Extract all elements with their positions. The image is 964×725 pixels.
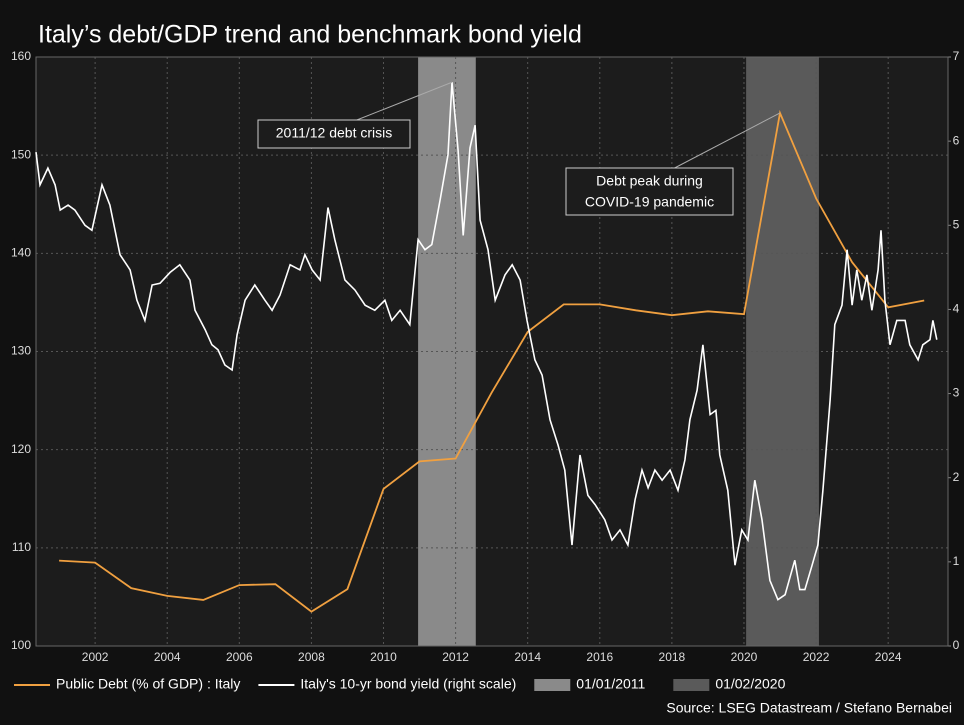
y-tick-label: 110	[12, 540, 31, 554]
legend-label: 01/01/2011	[576, 676, 645, 692]
x-tick-label: 2012	[442, 650, 469, 664]
annotation-text: 2011/12 debt crisis	[276, 125, 392, 141]
annotation-text: Debt peak during	[596, 173, 703, 189]
x-tick-label: 2002	[82, 650, 109, 664]
y-tick-label: 130	[11, 344, 31, 358]
y2-tick-label: 6	[953, 133, 960, 147]
y2-tick-label: 5	[953, 217, 960, 231]
x-tick-label: 2024	[875, 650, 902, 664]
legend-label: 01/02/2020	[715, 676, 785, 692]
legend-swatch	[673, 679, 710, 691]
x-tick-label: 2010	[370, 650, 397, 664]
x-tick-label: 2018	[659, 650, 686, 664]
chart-title: Italy’s debt/GDP trend and benchmark bon…	[38, 21, 582, 49]
annotation-text: COVID-19 pandemic	[585, 194, 714, 210]
x-tick-label: 2014	[514, 650, 541, 664]
y-tick-label: 140	[11, 246, 31, 260]
series-line	[35, 82, 938, 601]
annotation-box	[565, 167, 734, 216]
legend-swatch	[534, 679, 571, 691]
y-tick-label: 150	[11, 147, 31, 161]
y2-tick-label: 7	[953, 49, 960, 63]
plot-frame	[35, 56, 949, 647]
x-tick-label: 2016	[586, 650, 613, 664]
y2-tick-label: 0	[953, 638, 960, 652]
x-tick-label: 2022	[803, 650, 830, 664]
annotation-pointer	[356, 81, 453, 121]
y-tick-label: 160	[11, 49, 31, 63]
x-tick-label: 2008	[298, 650, 325, 664]
x-tick-label: 2006	[226, 650, 253, 664]
y2-tick-label: 3	[953, 386, 960, 400]
source: Source: LSEG Datastream / Stefano Bernab…	[666, 700, 952, 716]
annotation-pointer	[674, 112, 781, 169]
legend-label: Public Debt (% of GDP) : Italy	[56, 676, 240, 692]
x-tick-label: 2020	[731, 650, 758, 664]
y2-tick-label: 4	[953, 302, 960, 316]
x-tick-label: 2004	[154, 650, 181, 664]
annotation-box	[257, 119, 411, 149]
y-tick-label: 100	[11, 638, 31, 652]
y2-tick-label: 1	[953, 554, 960, 568]
y2-tick-label: 2	[953, 470, 960, 484]
legend-label: Italy's 10-yr bond yield (right scale)	[300, 676, 516, 692]
y-tick-label: 120	[11, 442, 31, 456]
